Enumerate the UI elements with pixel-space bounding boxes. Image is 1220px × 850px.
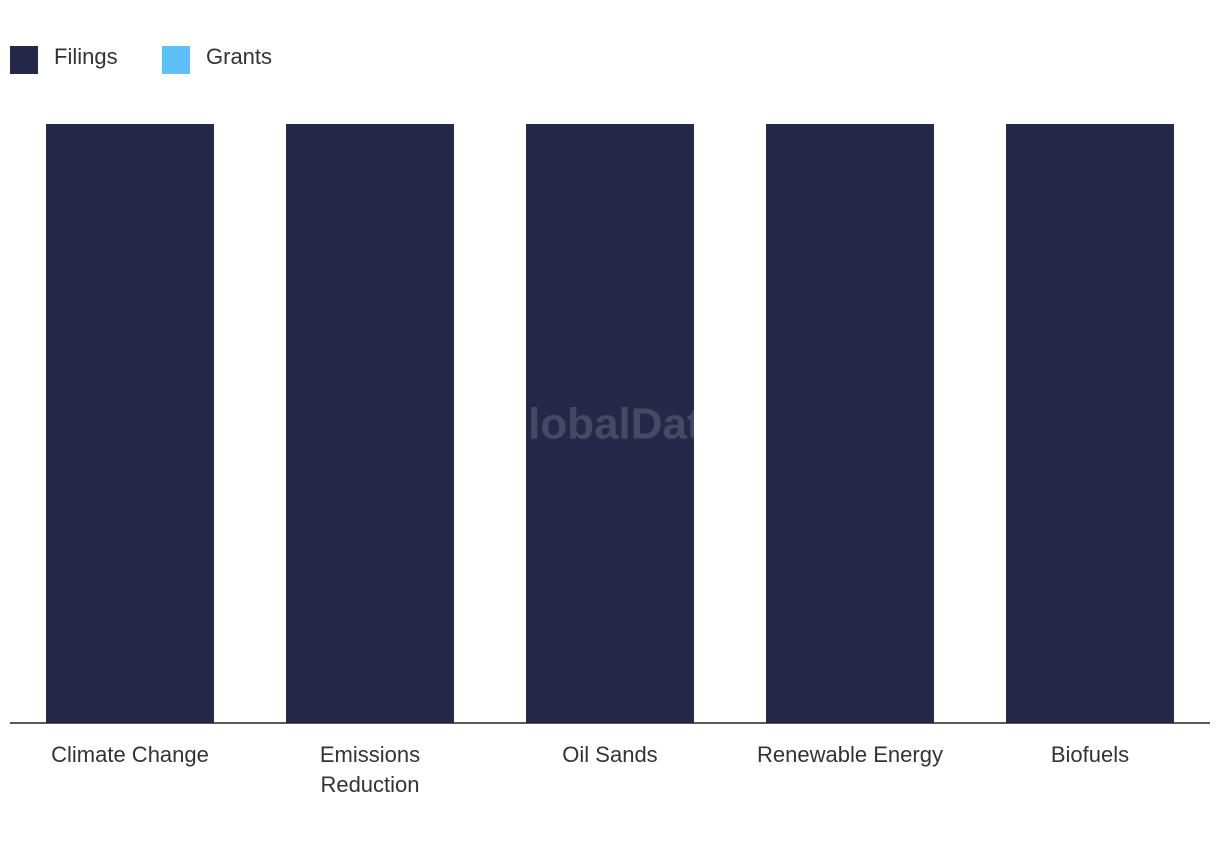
- legend-swatch: [162, 46, 190, 74]
- bar-segment: [526, 124, 694, 723]
- x-tick-label: Biofuels: [1050, 742, 1130, 767]
- legend-label: Filings: [54, 44, 118, 69]
- x-tick-label: Emissions Reduction: [319, 742, 421, 797]
- x-tick-label: Oil Sands: [562, 742, 658, 767]
- legend-label: Grants: [206, 44, 273, 69]
- legend-swatch: [10, 46, 38, 74]
- x-tick-label: Renewable Energy: [757, 742, 943, 767]
- x-tick-label: Climate Change: [51, 742, 209, 767]
- bar-segment: [1006, 124, 1174, 723]
- bar-segment: [286, 124, 454, 723]
- bar-segment: [46, 124, 214, 723]
- bar-segment: [766, 124, 934, 723]
- watermark: GlobalData: [494, 400, 727, 449]
